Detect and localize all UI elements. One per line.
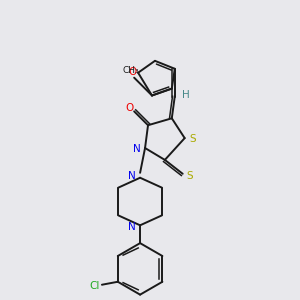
Text: CH₃: CH₃ [123,66,140,75]
Text: N: N [133,144,141,154]
Text: Cl: Cl [90,281,100,291]
Text: S: S [186,171,193,181]
Text: N: N [128,222,136,232]
Text: H: H [182,89,190,100]
Text: O: O [125,103,133,113]
Text: S: S [189,134,196,144]
Text: O: O [128,67,136,77]
Text: N: N [128,171,136,181]
